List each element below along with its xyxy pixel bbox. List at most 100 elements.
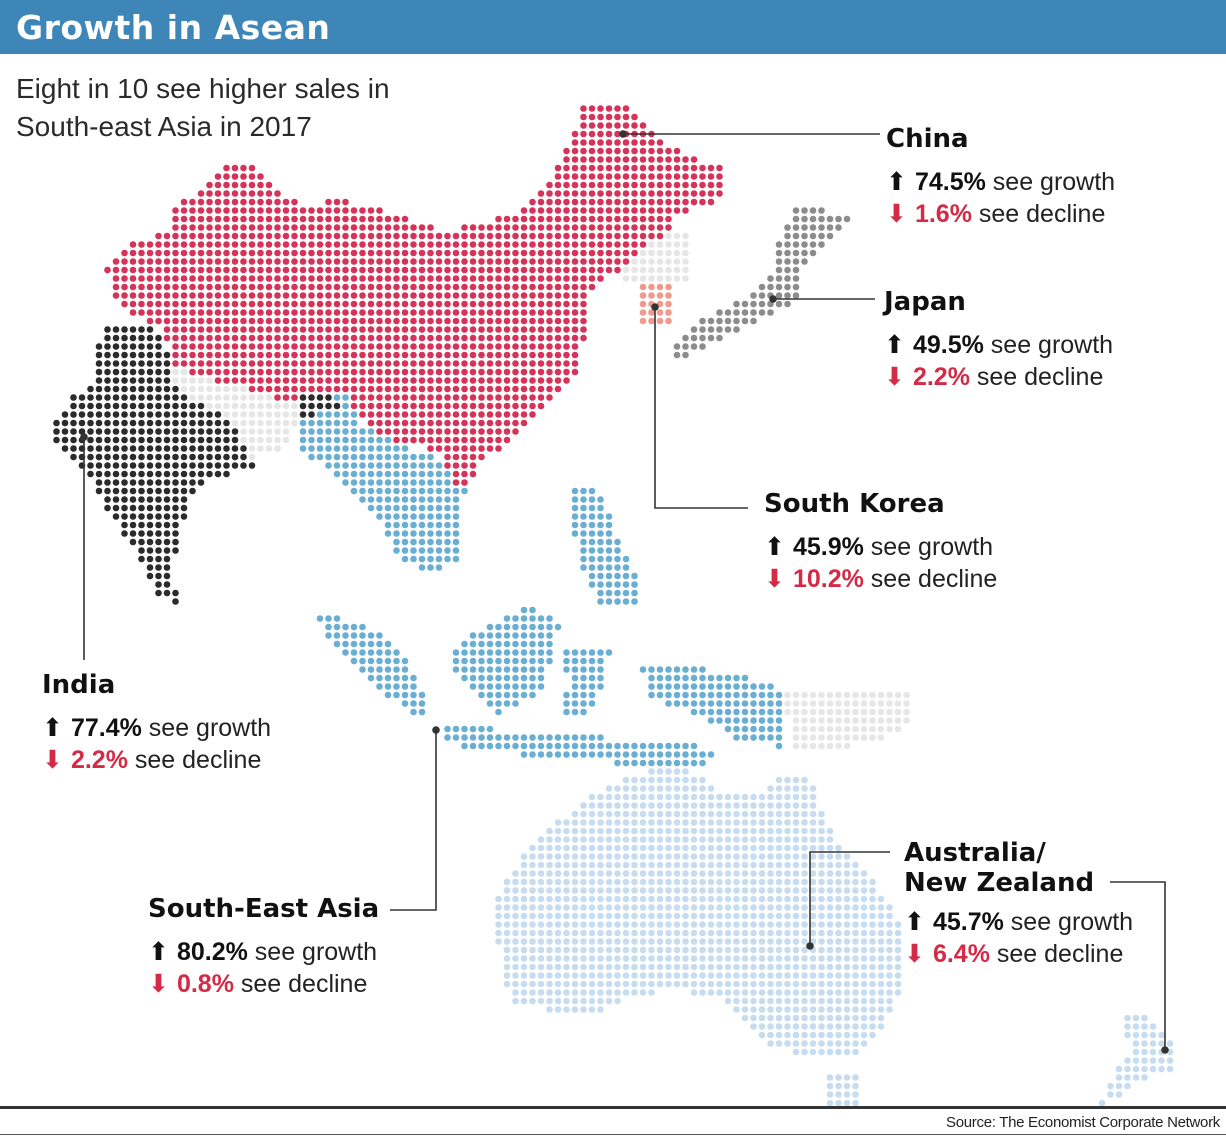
china-dot: [240, 309, 247, 316]
southeast-asia-dot: [537, 623, 545, 631]
china-dot: [520, 215, 528, 223]
southeast-asia-dot: [537, 751, 545, 758]
china-dot: [503, 241, 511, 248]
china-dot: [265, 343, 273, 350]
china-dot: [546, 198, 553, 206]
southeast-asia-dot: [401, 691, 409, 699]
southeast-asia-dot: [571, 649, 579, 656]
southeast-asia-dot: [699, 683, 706, 690]
china-dot: [257, 377, 264, 384]
india-dot: [316, 402, 324, 410]
china-dot: [665, 164, 672, 172]
australia-nz-dot: [690, 793, 698, 801]
southeast-asia-dot: [707, 717, 715, 724]
india-dot: [163, 351, 171, 359]
southeast-asia-dot: [469, 674, 477, 682]
australia-nz-dot: [597, 870, 604, 877]
arrow-up-icon: ⬆: [904, 908, 925, 936]
china-dot: [129, 283, 137, 291]
china-dot: [503, 360, 511, 367]
southeast-asia-dot: [435, 462, 443, 469]
southeast-asia-dot: [724, 717, 732, 724]
australia-nz-dot: [784, 827, 791, 835]
china-dot: [223, 300, 230, 308]
australia-nz-dot: [877, 1023, 885, 1030]
other-land-dot: [248, 419, 256, 427]
china-dot: [537, 249, 545, 257]
other-land-dot: [257, 402, 264, 410]
china-dot: [189, 232, 196, 240]
china-dot: [571, 275, 579, 282]
southeast-asia-dot: [724, 683, 732, 690]
australia-nz-dot: [571, 870, 579, 877]
australia-nz-dot: [835, 1082, 842, 1090]
china-dot: [401, 385, 409, 393]
india-dot: [155, 377, 162, 384]
china-dot: [367, 368, 375, 376]
australia-nz-dot: [554, 963, 562, 971]
australia-nz-dot: [537, 946, 545, 954]
china-dot: [325, 241, 332, 248]
china-dot: [410, 300, 417, 308]
southeast-asia-dot: [418, 462, 426, 469]
china-dot: [588, 130, 596, 138]
australia-nz-dot: [835, 989, 842, 996]
southeast-asia-dot: [588, 734, 596, 741]
australia-nz-dot: [784, 912, 791, 920]
australia-nz-dot: [758, 912, 766, 920]
china-dot: [299, 317, 307, 325]
southeast-asia-dot: [690, 666, 698, 673]
china-dot: [367, 334, 375, 342]
southeast-asia-dot: [393, 547, 400, 554]
china-dot: [716, 181, 723, 189]
china-dot: [282, 283, 290, 291]
china-dot: [384, 249, 392, 257]
china-dot: [393, 411, 400, 418]
australia-nz-dot: [852, 878, 859, 886]
india-dot: [146, 487, 154, 495]
southeast-asia-dot: [580, 504, 587, 512]
india-dot: [87, 394, 94, 401]
australia-nz-dot: [750, 904, 757, 911]
australia-nz-dot: [588, 972, 596, 979]
china-dot: [512, 224, 519, 231]
australia-nz-dot: [792, 870, 800, 877]
australia-nz-dot: [631, 810, 638, 818]
india-dot: [138, 351, 145, 359]
australia-nz-dot: [495, 895, 502, 903]
india-dot: [163, 385, 171, 393]
china-dot: [155, 309, 162, 316]
china-dot: [180, 266, 188, 274]
china-dot: [563, 190, 570, 197]
china-dot: [172, 292, 179, 299]
australia-nz-dot: [716, 938, 723, 945]
china-dot: [622, 258, 630, 265]
australia-nz-dot: [690, 912, 698, 920]
india-dot: [223, 428, 230, 435]
china-dot: [384, 377, 392, 384]
china-dot: [580, 164, 587, 172]
southeast-asia-dot: [707, 751, 715, 758]
australia-nz-dot: [529, 878, 536, 886]
china-dot: [214, 232, 222, 240]
australia-nz-dot: [792, 929, 800, 937]
australia-nz-dot: [665, 802, 672, 809]
australia-nz-dot: [571, 972, 579, 979]
australia-nz-dot: [818, 895, 825, 903]
australia-nz-dot: [877, 904, 885, 911]
china-dot: [206, 326, 213, 333]
china-dot: [112, 266, 120, 274]
china-dot: [461, 317, 468, 325]
australia-nz-dot: [656, 844, 664, 852]
china-dot: [333, 317, 341, 325]
southeast-asia-dot: [546, 615, 553, 622]
china-dot: [478, 453, 485, 461]
australia-nz-dot: [699, 861, 706, 869]
china-dot: [146, 309, 154, 316]
australia-nz-dot: [605, 793, 613, 801]
china-dot: [478, 232, 485, 240]
australia-nz-dot: [716, 878, 723, 886]
australia-nz-dot: [716, 912, 723, 920]
australia-nz-dot: [563, 870, 570, 877]
